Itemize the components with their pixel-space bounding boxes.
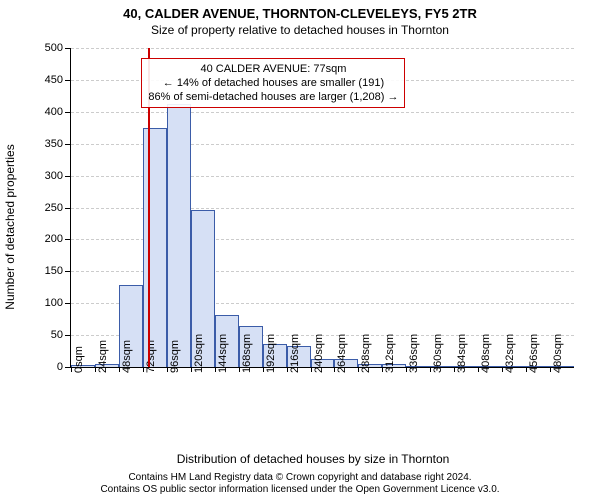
x-tick-label: 408sqm: [480, 334, 492, 373]
x-tick: [215, 367, 216, 372]
x-tick-label: 168sqm: [241, 334, 253, 373]
y-tick-label: 150: [45, 265, 63, 277]
x-tick: [119, 367, 120, 372]
x-tick-label: 264sqm: [336, 334, 348, 373]
x-tick-label: 240sqm: [313, 334, 325, 373]
y-tick-label: 350: [45, 138, 63, 150]
x-tick: [287, 367, 288, 372]
y-tick-label: 300: [45, 170, 63, 182]
x-tick-label: 384sqm: [456, 334, 468, 373]
y-tick-label: 250: [45, 202, 63, 214]
chart-title-line1: 40, CALDER AVENUE, THORNTON-CLEVELEYS, F…: [0, 0, 600, 21]
footer-line2: Contains OS public sector information li…: [0, 484, 600, 496]
annotation-line2: ← 14% of detached houses are smaller (19…: [148, 76, 398, 90]
x-tick: [167, 367, 168, 372]
x-tick: [191, 367, 192, 372]
y-tick-label: 100: [45, 297, 63, 309]
x-tick-label: 216sqm: [289, 334, 301, 373]
x-tick: [502, 367, 503, 372]
annotation-line3: 86% of semi-detached houses are larger (…: [148, 90, 398, 104]
x-tick-label: 336sqm: [408, 334, 420, 373]
x-tick: [95, 367, 96, 372]
x-tick-label: 456sqm: [528, 334, 540, 373]
y-tick-label: 0: [57, 361, 63, 373]
footer-attribution: Contains HM Land Registry data © Crown c…: [0, 472, 600, 496]
chart-title-line2: Size of property relative to detached ho…: [0, 21, 600, 37]
plot-area: 0501001502002503003504004505000sqm24sqm4…: [70, 48, 574, 368]
x-tick-label: 72sqm: [145, 340, 157, 373]
x-tick-label: 312sqm: [384, 334, 396, 373]
x-tick-label: 144sqm: [217, 334, 229, 373]
histogram-bar: [167, 104, 191, 367]
y-tick-label: 500: [45, 42, 63, 54]
footer-line1: Contains HM Land Registry data © Crown c…: [0, 472, 600, 484]
y-tick-label: 450: [45, 74, 63, 86]
x-tick: [311, 367, 312, 372]
y-axis-label: Number of detached properties: [3, 144, 17, 309]
x-tick: [239, 367, 240, 372]
x-axis-label: Distribution of detached houses by size …: [177, 452, 450, 466]
annotation-box: 40 CALDER AVENUE: 77sqm← 14% of detached…: [141, 58, 405, 109]
histogram-bar: [143, 128, 167, 367]
y-tick-label: 50: [51, 329, 63, 341]
x-tick-label: 96sqm: [169, 340, 181, 373]
x-tick: [550, 367, 551, 372]
chart-container: Number of detached properties 0501001502…: [46, 42, 580, 412]
x-tick-label: 480sqm: [552, 334, 564, 373]
x-tick: [263, 367, 264, 372]
x-tick-label: 288sqm: [360, 334, 372, 373]
x-tick-label: 24sqm: [97, 340, 109, 373]
annotation-line1: 40 CALDER AVENUE: 77sqm: [148, 62, 398, 76]
x-tick-label: 432sqm: [504, 334, 516, 373]
x-tick-label: 48sqm: [121, 340, 133, 373]
x-tick-label: 360sqm: [432, 334, 444, 373]
x-tick-label: 0sqm: [73, 346, 85, 373]
x-tick: [526, 367, 527, 372]
x-tick: [143, 367, 144, 372]
x-tick-label: 120sqm: [193, 334, 205, 373]
y-tick-label: 400: [45, 106, 63, 118]
x-tick-label: 192sqm: [265, 334, 277, 373]
x-tick: [71, 367, 72, 372]
y-tick-label: 200: [45, 233, 63, 245]
